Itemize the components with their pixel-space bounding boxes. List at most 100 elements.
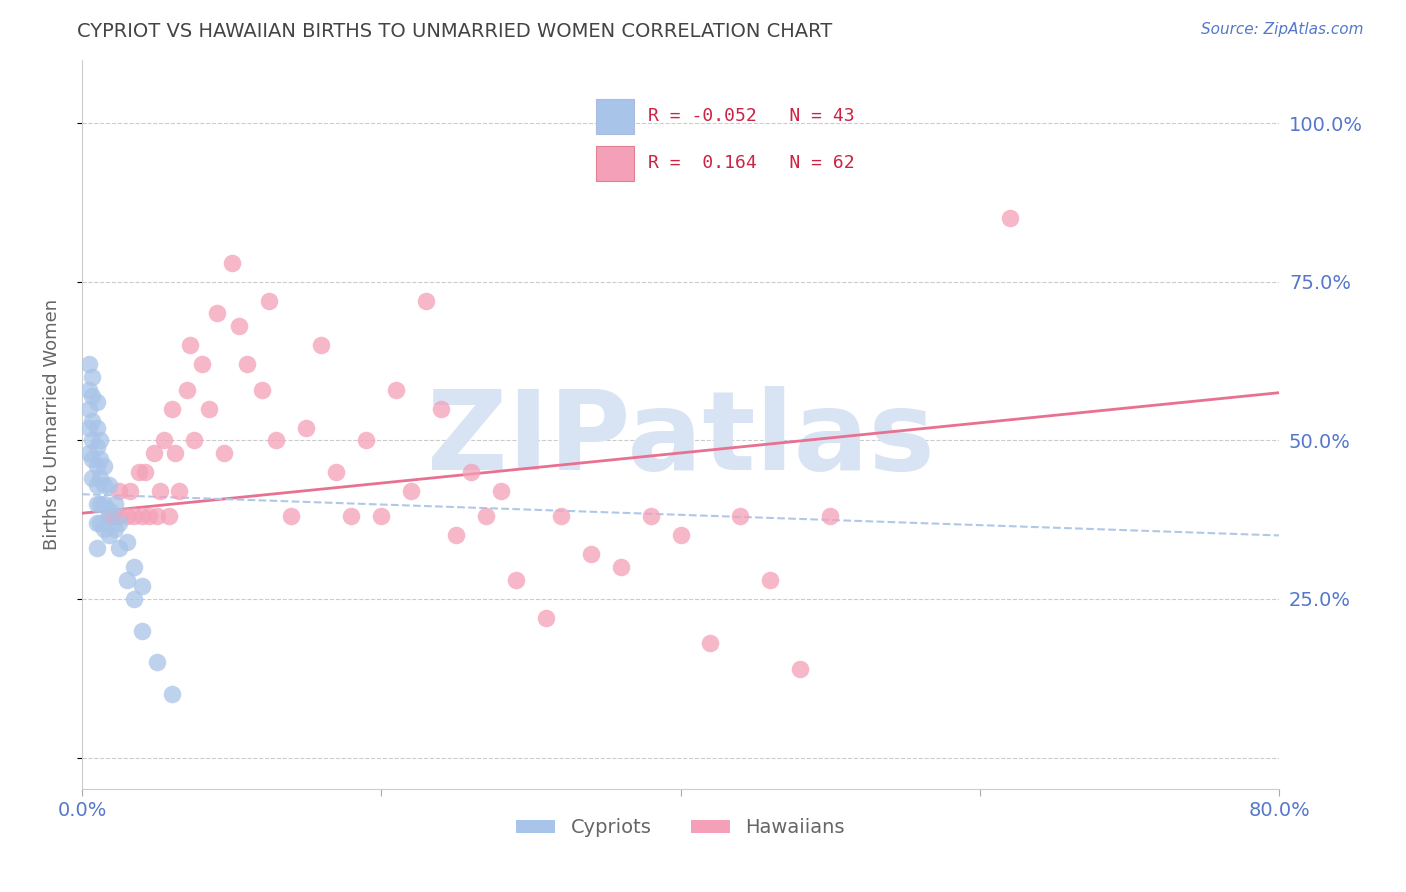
Point: [86, 541, 108, 555]
Point: [108, 541, 131, 555]
Point: [115, 573, 138, 587]
Point: [370, 509, 392, 524]
Point: [534, 611, 557, 625]
Point: [86, 458, 108, 473]
Point: [157, 509, 180, 524]
Point: [79, 420, 101, 434]
Point: [82, 369, 104, 384]
Text: ZIPatlas: ZIPatlas: [426, 385, 935, 492]
Point: [104, 497, 127, 511]
Point: [138, 509, 160, 524]
Point: [82, 471, 104, 485]
Point: [79, 357, 101, 371]
Y-axis label: Births to Unmarried Women: Births to Unmarried Women: [44, 299, 60, 550]
Point: [257, 293, 280, 308]
Point: [759, 573, 782, 587]
Point: [163, 446, 186, 460]
Text: Source: ZipAtlas.com: Source: ZipAtlas.com: [1201, 22, 1364, 37]
Point: [86, 516, 108, 530]
Point: [179, 338, 201, 352]
Point: [160, 401, 183, 416]
Point: [93, 497, 115, 511]
Point: [205, 306, 228, 320]
Point: [89, 497, 111, 511]
Point: [142, 446, 165, 460]
Point: [167, 483, 190, 498]
Point: [311, 338, 333, 352]
Point: [115, 509, 138, 524]
Point: [340, 509, 363, 524]
Point: [146, 509, 169, 524]
Point: [104, 509, 127, 524]
Point: [82, 434, 104, 448]
Point: [460, 465, 482, 479]
Point: [108, 516, 131, 530]
Point: [93, 477, 115, 491]
Point: [160, 687, 183, 701]
Point: [108, 483, 131, 498]
Point: [97, 503, 120, 517]
Point: [250, 383, 273, 397]
Point: [86, 395, 108, 409]
Point: [153, 434, 176, 448]
Point: [79, 401, 101, 416]
Point: [475, 509, 498, 524]
Point: [385, 383, 408, 397]
Point: [115, 534, 138, 549]
Point: [89, 434, 111, 448]
Point: [228, 319, 250, 334]
Point: [86, 440, 108, 454]
Point: [146, 656, 169, 670]
Point: [131, 509, 153, 524]
Point: [489, 483, 512, 498]
Point: [89, 452, 111, 467]
Point: [131, 624, 153, 638]
Legend: Cypriots, Hawaiians: Cypriots, Hawaiians: [509, 811, 852, 846]
Point: [669, 528, 692, 542]
Point: [198, 401, 221, 416]
Point: [124, 591, 146, 606]
Point: [89, 471, 111, 485]
Point: [79, 446, 101, 460]
Point: [82, 452, 104, 467]
Point: [82, 389, 104, 403]
Point: [325, 465, 347, 479]
Point: [79, 383, 101, 397]
Point: [108, 509, 131, 524]
Point: [550, 509, 572, 524]
Point: [101, 509, 124, 524]
Point: [124, 509, 146, 524]
Point: [86, 497, 108, 511]
Point: [118, 483, 141, 498]
Point: [93, 458, 115, 473]
Point: [235, 357, 257, 371]
Point: [93, 522, 115, 536]
Point: [183, 434, 205, 448]
Point: [818, 509, 841, 524]
Point: [640, 509, 662, 524]
Point: [124, 560, 146, 574]
Point: [89, 516, 111, 530]
Point: [82, 414, 104, 428]
Point: [789, 662, 811, 676]
Point: [149, 483, 172, 498]
Point: [131, 579, 153, 593]
Point: [97, 528, 120, 542]
Point: [134, 465, 156, 479]
Point: [444, 528, 467, 542]
Point: [730, 509, 752, 524]
Point: [221, 255, 243, 269]
Point: [86, 477, 108, 491]
Point: [212, 446, 235, 460]
Point: [97, 477, 120, 491]
Point: [699, 636, 721, 650]
Point: [609, 560, 631, 574]
Point: [295, 420, 318, 434]
Point: [128, 465, 150, 479]
Text: CYPRIOT VS HAWAIIAN BIRTHS TO UNMARRIED WOMEN CORRELATION CHART: CYPRIOT VS HAWAIIAN BIRTHS TO UNMARRIED …: [77, 22, 832, 41]
Point: [280, 509, 302, 524]
Point: [415, 293, 437, 308]
Point: [190, 357, 212, 371]
Point: [998, 211, 1021, 226]
Point: [176, 383, 198, 397]
